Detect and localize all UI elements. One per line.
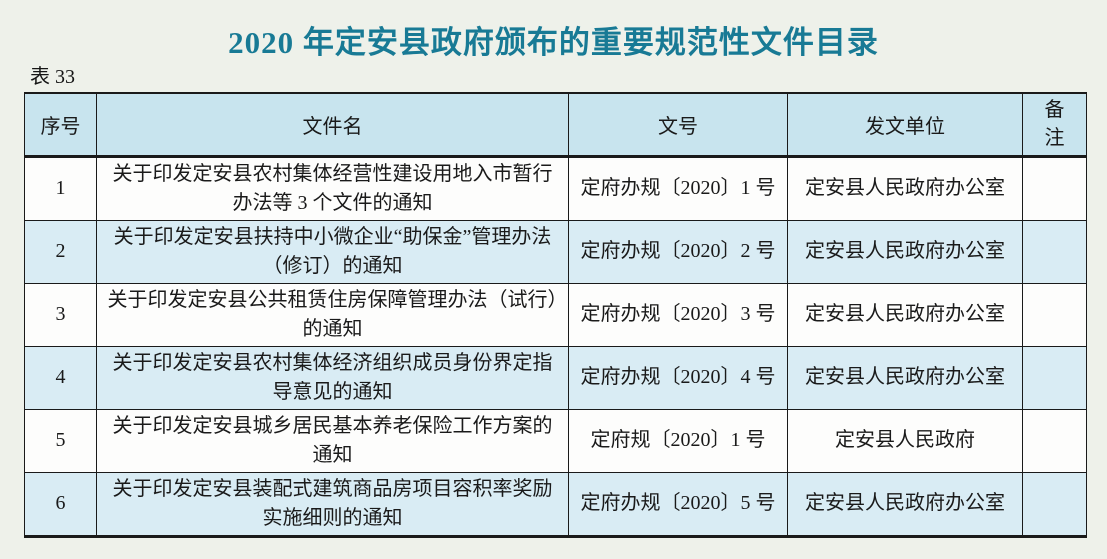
serial-cell: 2 — [24, 219, 97, 284]
table-row: 3 关于印发定安县公共租赁住房保障管理办法（试行）的通知 定府办规〔2020〕3… — [24, 282, 1087, 347]
issuing-unit-cell: 定安县人民政府办公室 — [787, 219, 1023, 284]
document-number-cell: 定府办规〔2020〕5 号 — [568, 471, 788, 537]
document-number-cell: 定府办规〔2020〕4 号 — [568, 345, 788, 410]
table-row: 1 关于印发定安县农村集体经营性建设用地入市暂行办法等 3 个文件的通知 定府办… — [24, 155, 1087, 221]
issuing-unit-cell: 定安县人民政府办公室 — [787, 155, 1023, 221]
header-document-number: 文号 — [568, 92, 788, 158]
remark-cell — [1022, 471, 1087, 537]
page-title: 2020 年定安县政府颁布的重要规范性文件目录 — [228, 25, 879, 60]
serial-cell: 3 — [24, 282, 97, 347]
document-name-cell: 关于印发定安县城乡居民基本养老保险工作方案的通知 — [96, 408, 569, 473]
issuing-unit-cell: 定安县人民政府 — [787, 408, 1023, 473]
document-name-cell: 关于印发定安县公共租赁住房保障管理办法（试行）的通知 — [96, 282, 569, 347]
table-row: 6 关于印发定安县装配式建筑商品房项目容积率奖励实施细则的通知 定府办规〔202… — [24, 471, 1087, 537]
header-document-name: 文件名 — [96, 92, 569, 158]
document-number-cell: 定府办规〔2020〕2 号 — [568, 219, 788, 284]
table-row: 5 关于印发定安县城乡居民基本养老保险工作方案的通知 定府规〔2020〕1 号 … — [24, 408, 1087, 473]
remark-cell — [1022, 219, 1087, 284]
issuing-unit-cell: 定安县人民政府办公室 — [787, 282, 1023, 347]
serial-cell: 6 — [24, 471, 97, 537]
remark-cell — [1022, 345, 1087, 410]
header-remark-label: 备注 — [1044, 99, 1065, 150]
issuing-unit-cell: 定安县人民政府办公室 — [787, 345, 1023, 410]
header-remark: 备注 — [1022, 92, 1087, 158]
table-number-label: 表 33 — [30, 66, 75, 88]
serial-cell: 4 — [24, 345, 97, 410]
table-row: 4 关于印发定安县农村集体经济组织成员身份界定指导意见的通知 定府办规〔2020… — [24, 345, 1087, 410]
remark-cell — [1022, 282, 1087, 347]
document-name-cell: 关于印发定安县扶持中小微企业“助保金”管理办法（修订）的通知 — [96, 219, 569, 284]
issuing-unit-cell: 定安县人民政府办公室 — [787, 471, 1023, 537]
table-header-row: 序号 文件名 文号 发文单位 备注 — [24, 92, 1087, 158]
table-row: 2 关于印发定安县扶持中小微企业“助保金”管理办法（修订）的通知 定府办规〔20… — [24, 219, 1087, 284]
document-number-cell: 定府办规〔2020〕3 号 — [568, 282, 788, 347]
serial-cell: 5 — [24, 408, 97, 473]
document-number-cell: 定府办规〔2020〕1 号 — [568, 155, 788, 221]
documents-table: 序号 文件名 文号 发文单位 备注 1 关于印发定安县农村集体经营性建设用地入市… — [24, 92, 1087, 538]
header-issuing-unit: 发文单位 — [787, 92, 1023, 158]
serial-cell: 1 — [24, 155, 97, 221]
document-name-cell: 关于印发定安县农村集体经济组织成员身份界定指导意见的通知 — [96, 345, 569, 410]
document-number-cell: 定府规〔2020〕1 号 — [568, 408, 788, 473]
header-serial: 序号 — [24, 92, 97, 158]
document-name-cell: 关于印发定安县农村集体经营性建设用地入市暂行办法等 3 个文件的通知 — [96, 155, 569, 221]
remark-cell — [1022, 408, 1087, 473]
remark-cell — [1022, 155, 1087, 221]
document-name-cell: 关于印发定安县装配式建筑商品房项目容积率奖励实施细则的通知 — [96, 471, 569, 537]
